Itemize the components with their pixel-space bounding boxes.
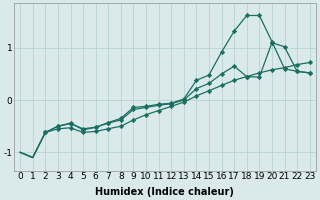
- X-axis label: Humidex (Indice chaleur): Humidex (Indice chaleur): [95, 187, 234, 197]
